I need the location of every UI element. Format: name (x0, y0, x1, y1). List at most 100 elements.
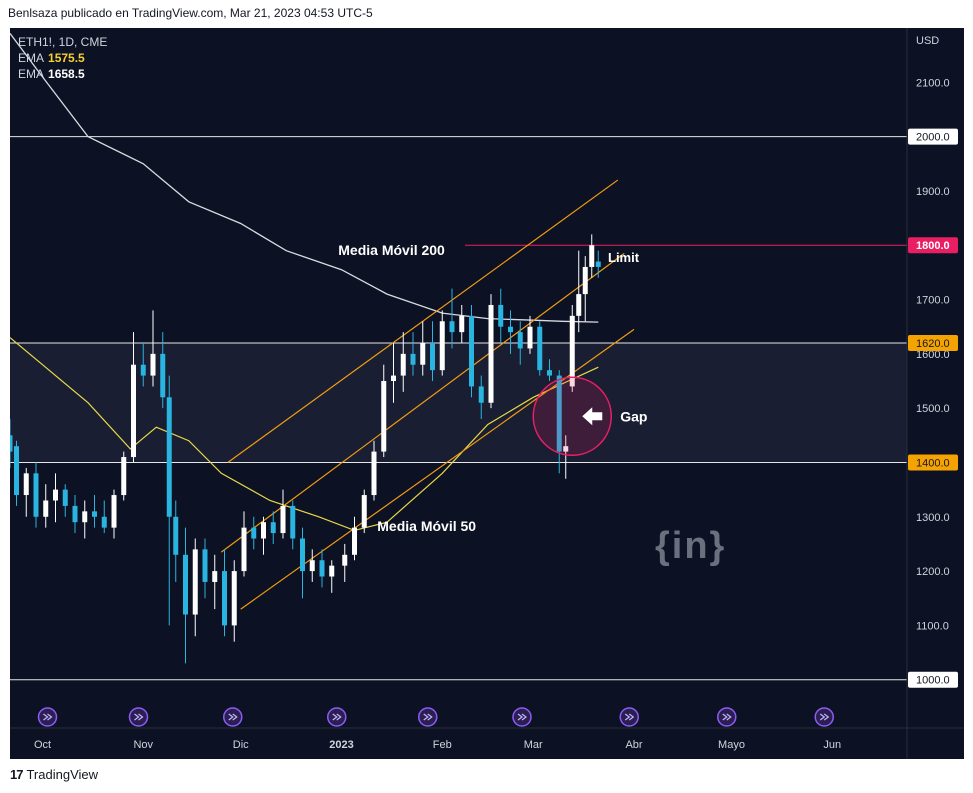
candle-body (33, 473, 39, 517)
price-badge-label-1000: 1000.0 (916, 675, 950, 687)
price-badge-label-1620: 1620.0 (916, 338, 950, 350)
limit-label: Limit (608, 250, 640, 265)
candle-body (381, 381, 387, 452)
bic-watermark: {in} (655, 525, 726, 567)
tradingview-brand: TradingView (26, 767, 99, 782)
candle-body (517, 332, 523, 349)
legend-ema-2-label: EMA (18, 67, 45, 81)
arrow-left-icon (582, 407, 603, 426)
price-axis-unit: USD (916, 35, 939, 47)
candle-body (270, 522, 276, 534)
price-tick-label: 1600.0 (916, 349, 950, 361)
price-badge-limit (908, 237, 958, 254)
candle-body (469, 315, 474, 387)
event-arrow-icon (624, 713, 635, 721)
time-tick-label: Mayo (718, 739, 745, 751)
event-arrow-icon (332, 713, 342, 721)
candle-body (192, 549, 198, 615)
candle-body (569, 315, 575, 387)
candle-body (309, 560, 315, 572)
candle-body (261, 522, 266, 539)
candle-body (231, 571, 237, 626)
ema-200-label: Media Móvil 200 (338, 242, 445, 258)
gap-label: Gap (620, 408, 647, 424)
channel-line-3 (240, 328, 635, 610)
candle-body (391, 375, 396, 382)
legend-symbol: ETH1!, 1D, CME (18, 35, 108, 49)
time-tick-label: Feb (433, 739, 452, 751)
price-tick-label: 1500.0 (916, 403, 950, 415)
candle-body (173, 516, 179, 555)
price-badge-1000 (908, 671, 958, 688)
time-tick-label: Nov (133, 739, 153, 751)
candle-body (62, 489, 68, 506)
price-badge-2000 (908, 128, 958, 145)
candle-body (290, 505, 296, 539)
legend-ema-1-value: 1575.5 (48, 51, 85, 65)
candle-body (222, 571, 227, 626)
candle-body (352, 527, 357, 555)
candle-body (361, 495, 367, 528)
tradingview-logo[interactable]: 17 TradingView (10, 767, 98, 782)
candle-body (563, 446, 569, 452)
time-tick-label: Jun (823, 739, 841, 751)
candle-body (537, 326, 543, 371)
candle-body (92, 511, 97, 517)
legend-ema-2-value: 1658.5 (48, 67, 85, 81)
candle-body (582, 266, 588, 295)
tradingview-icon: 17 (10, 767, 24, 782)
candle-body (23, 473, 29, 496)
time-tick-label: Oct (34, 739, 51, 751)
event-arrow-icon (722, 713, 732, 721)
time-tick-label: 2023 (329, 739, 353, 751)
candle-body (150, 353, 156, 376)
price-tick-label: 1700.0 (916, 295, 950, 307)
legend-ema-1-label: EMA (18, 51, 45, 65)
candle-body (160, 353, 166, 398)
price-tick-label: 1100.0 (916, 620, 949, 632)
candle-body (43, 500, 49, 517)
candle-body (140, 364, 146, 376)
candle-body (319, 560, 325, 577)
event-arrow-icon (43, 713, 53, 721)
price-badge-limit-label: 1800.0 (916, 240, 950, 252)
candle-body (212, 571, 218, 582)
candle-body (251, 527, 257, 539)
price-badge-1620 (908, 334, 958, 351)
candle-body (410, 353, 416, 365)
candle-body (14, 446, 19, 496)
candle-body (101, 516, 107, 528)
price-tick-label: 1900.0 (916, 186, 950, 198)
candle-body (82, 511, 88, 523)
candle-body (459, 315, 465, 333)
candle-body (342, 554, 348, 566)
candle-body (371, 451, 377, 496)
candle-body (400, 353, 406, 376)
candle-body (527, 326, 533, 349)
candle-body (111, 495, 117, 528)
candle-body (508, 326, 513, 333)
candlestick-chart[interactable]: Gap Limit Media Móvil 200 Media Móvil 50 {in… (10, 28, 964, 759)
chart-area[interactable]: Gap Limit Media Móvil 200 Media Móvil 50 {in… (10, 28, 964, 759)
candle-body (439, 321, 445, 371)
candle-body (72, 505, 78, 523)
ema-50-label: Media Móvil 50 (377, 518, 476, 534)
candle-body (576, 294, 582, 316)
candle-body (589, 245, 595, 267)
publisher-text: Benlsaza publicado en TradingView.com, M… (8, 6, 373, 20)
candle-body (329, 565, 335, 577)
candle-body (280, 505, 286, 534)
candle-body (10, 435, 13, 452)
event-arrow-icon (134, 713, 144, 721)
candle-body (547, 370, 552, 376)
candle-body (498, 304, 504, 327)
price-badge-label-1400: 1400.0 (916, 457, 950, 469)
event-arrow-icon (423, 713, 433, 721)
candle-body (478, 386, 484, 403)
candle-body (449, 321, 455, 333)
candle-body (300, 538, 305, 572)
price-badge-label-2000: 2000.0 (916, 132, 950, 144)
time-tick-label: Abr (625, 739, 642, 751)
chart-legend: ETH1!, 1D, CME EMA 1575.5 EMA 1658.5 (18, 34, 107, 82)
legend-ema-1: EMA 1575.5 (18, 50, 107, 66)
